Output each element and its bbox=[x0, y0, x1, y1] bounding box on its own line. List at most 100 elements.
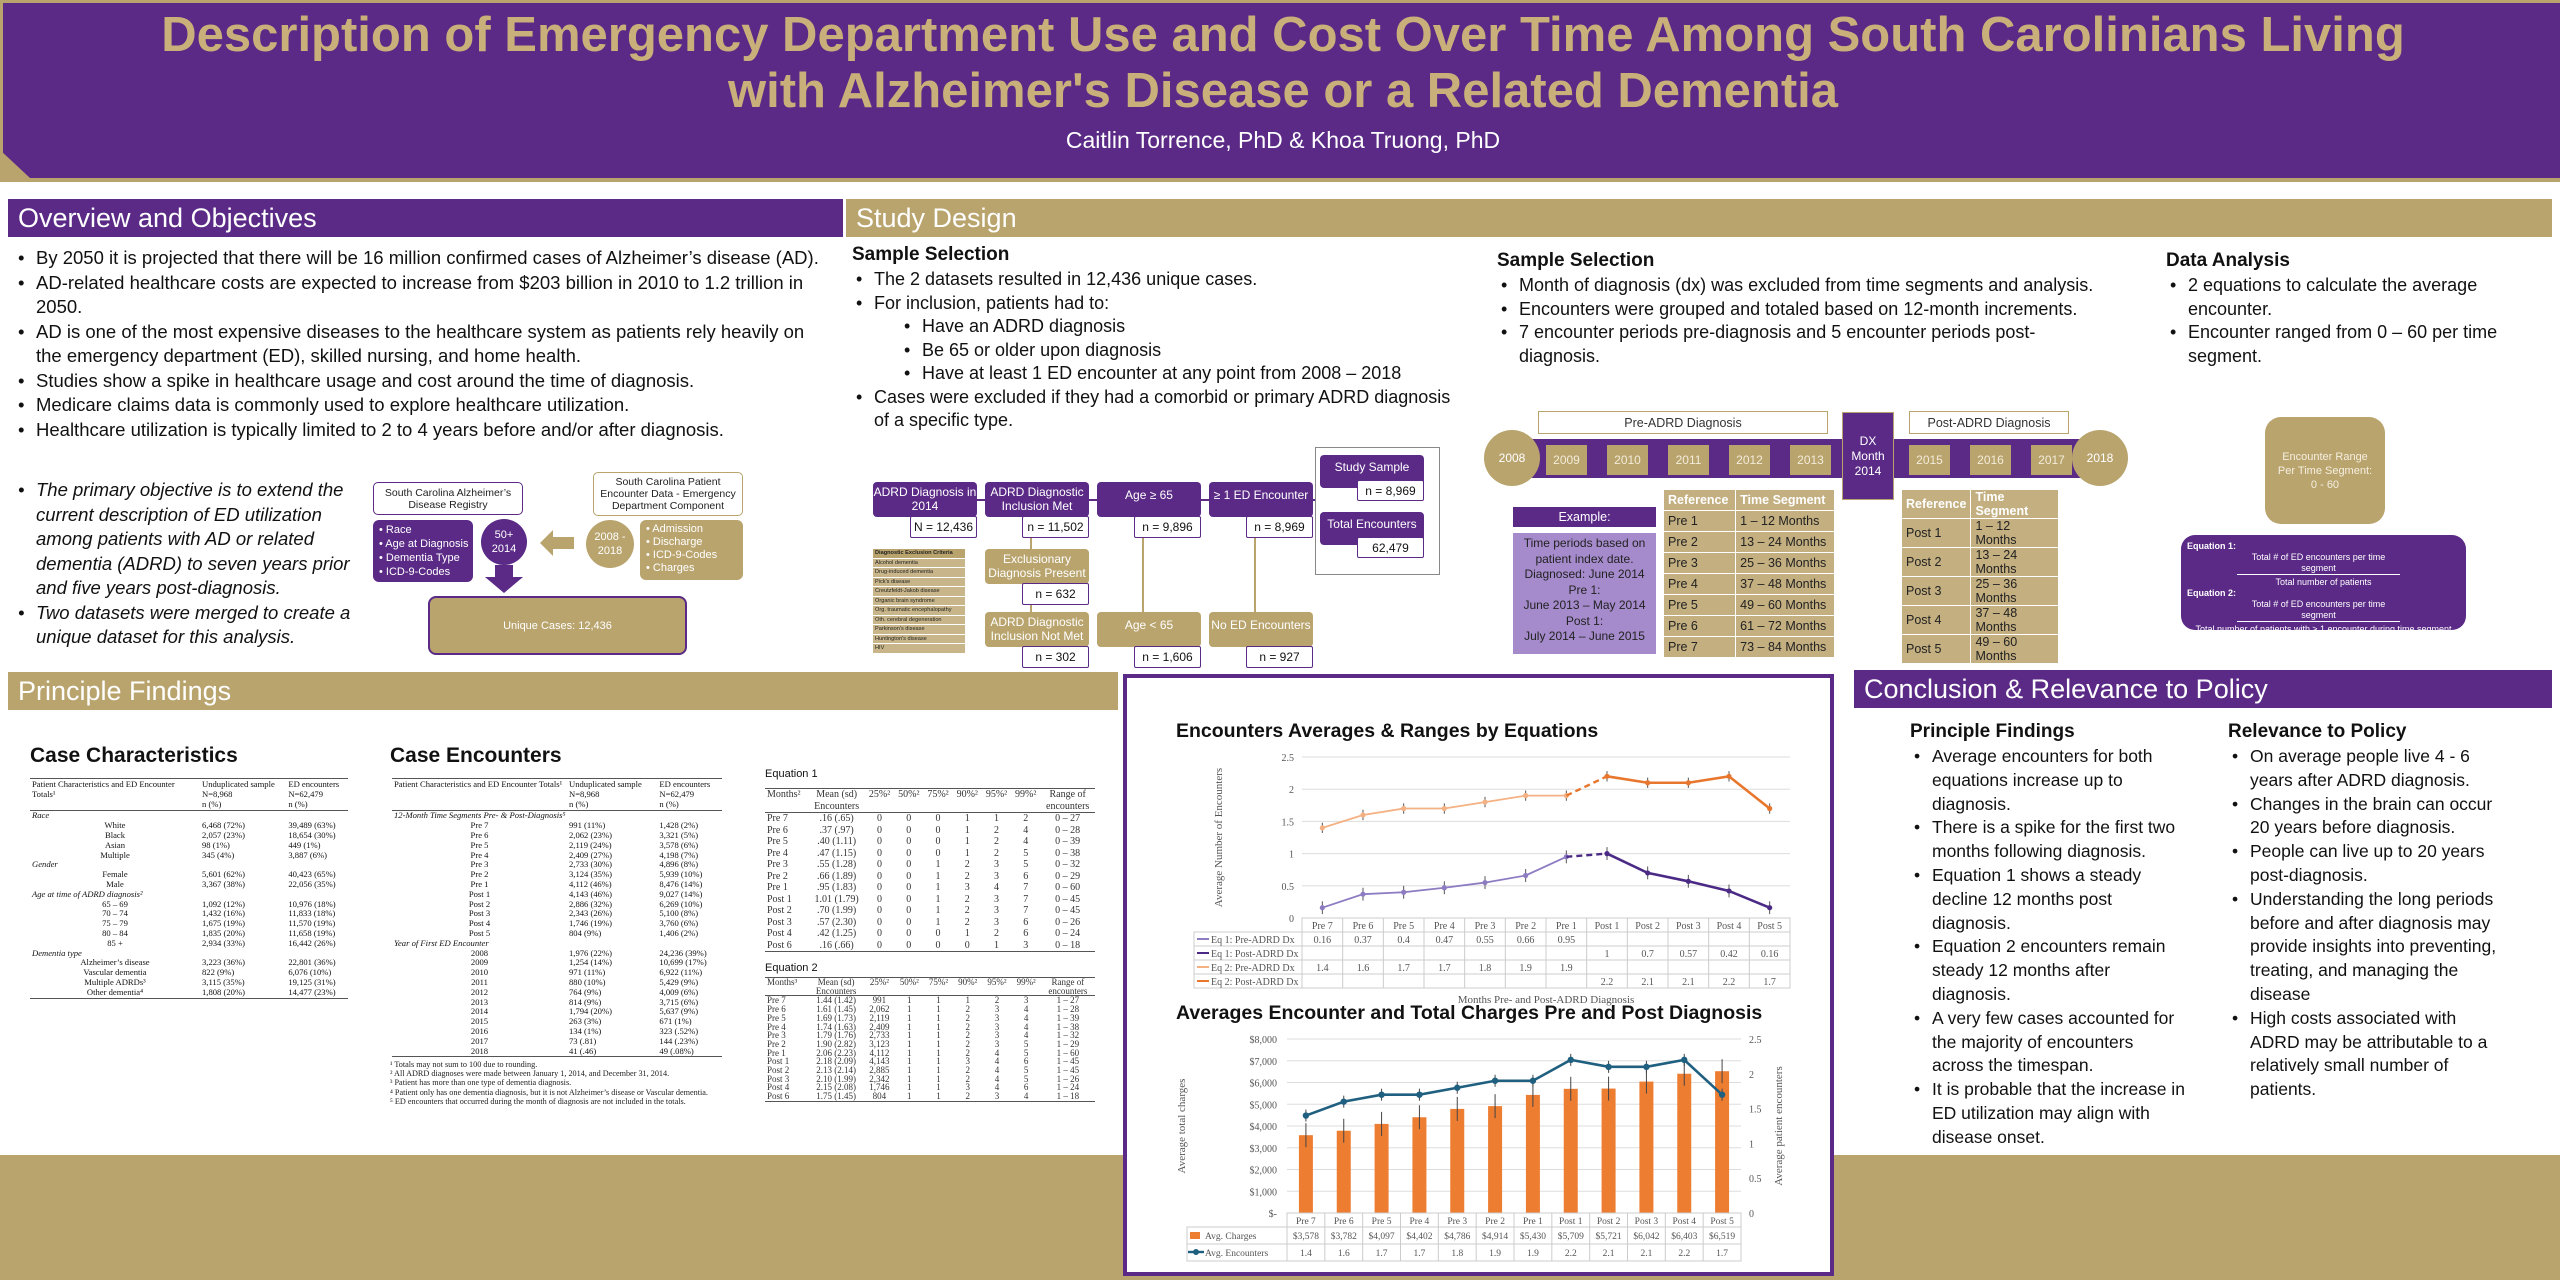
table-cell: 4 bbox=[1023, 1021, 1029, 1032]
table-cell: 1 bbox=[964, 813, 970, 824]
data-label: $3,578 bbox=[1293, 1231, 1319, 1242]
table-cell: .40 (1.11) bbox=[817, 836, 857, 847]
footnote: ⁵ ED encounters that occurred during the… bbox=[390, 1096, 686, 1106]
table-cell: 18,654 (30%) bbox=[288, 829, 336, 840]
y-axis-title: Average Number of Encounters bbox=[1213, 768, 1225, 907]
data-point bbox=[1767, 905, 1773, 911]
table-row: 2016 134 (1%) 323 (.52%) bbox=[392, 1026, 722, 1037]
overview-bullet: Healthcare utilization is typically limi… bbox=[14, 418, 824, 443]
table-row bbox=[1186, 1243, 1742, 1262]
segment-bullet: 7 encounter periods pre-diagnosis and 5 … bbox=[1497, 321, 2097, 368]
table-row: Pre 1 2.06 (2.23) 4,112 1 1 2 4 5 1 – 60 bbox=[765, 1047, 1095, 1058]
table-row: Post 2 2,886 (32%) 6,269 (10%) bbox=[392, 898, 722, 910]
table-cell: 5,100 (8%) bbox=[659, 908, 699, 919]
table-cell: 10,976 (18%) bbox=[288, 898, 336, 909]
table-row: Post 2 .70 (1.99) 0 0 1 2 3 7 0 – 45 bbox=[765, 905, 1095, 917]
table-cell: White bbox=[104, 820, 126, 831]
data-label: 1.7 bbox=[1397, 963, 1410, 974]
relevance-bullets: On average people live 4 - 6 years after… bbox=[2228, 745, 2503, 1102]
table-cell: 1,835 (20%) bbox=[202, 927, 245, 938]
x-tick-label: Pre 5 bbox=[1372, 1217, 1392, 1227]
table-row: 2012 764 (9%) 4,009 (6%) bbox=[392, 987, 722, 998]
table-row bbox=[1193, 973, 1791, 989]
table-cell: .42 (1.25) bbox=[817, 928, 857, 939]
data-label: 0.42 bbox=[1720, 949, 1738, 960]
x-tick-label: Pre 4 bbox=[1434, 921, 1455, 932]
policy-bullet: People can live up to 20 years post-diag… bbox=[2228, 840, 2503, 888]
table-cell: 0 bbox=[877, 859, 883, 870]
table-row: Pre 3 .55 (1.28) 0 0 1 2 3 5 0 – 32 bbox=[765, 859, 1095, 871]
table-cell: 3 bbox=[994, 1004, 1000, 1015]
inclusion-bullet: The 2 datasets resulted in 12,436 unique… bbox=[852, 268, 1452, 292]
table-cell: 5,601 (62%) bbox=[202, 869, 245, 880]
objective-bullet: The primary objective is to extend the c… bbox=[14, 478, 374, 601]
table-cell: Pre 7 bbox=[767, 995, 786, 1006]
data-point bbox=[1726, 773, 1732, 779]
bar bbox=[1412, 1117, 1427, 1213]
sub-bullet: Have an ADRD diagnosis bbox=[900, 315, 1452, 339]
pre-diagnosis-label: Pre-ADRD Diagnosis bbox=[1538, 411, 1828, 434]
table-cell: Pre 7 bbox=[1662, 636, 1737, 658]
table-cell: Pre 4 bbox=[767, 1021, 786, 1032]
table-cell: 2015 bbox=[470, 1016, 489, 1027]
table-cell: 7 bbox=[1023, 882, 1029, 893]
table-cell: Pre 6 bbox=[1662, 615, 1737, 637]
table-cell: 16,442 (26%) bbox=[288, 937, 336, 948]
table-row: Pre 7 73 – 84 Months bbox=[1662, 636, 1835, 658]
table-cell: 1.61 (1.45) bbox=[816, 1004, 856, 1015]
table-cell: 2 bbox=[965, 1038, 970, 1049]
data-label: 0.57 bbox=[1680, 949, 1698, 960]
sub-bullet: Have at least 1 ED encounter at any poin… bbox=[900, 362, 1452, 386]
column-header: 50%² bbox=[894, 977, 924, 997]
table-cell: 880 (10%) bbox=[569, 976, 606, 987]
section-header-overview: Overview and Objectives bbox=[8, 199, 843, 237]
table-cell: 6,269 (10%) bbox=[659, 898, 703, 909]
dashed-connector bbox=[1565, 775, 1608, 797]
table-cell: 2.10 (1.99) bbox=[816, 1073, 856, 1084]
y-tick-label: $7,000 bbox=[1250, 1057, 1278, 1068]
table-cell: 1 bbox=[964, 928, 970, 939]
table-cell: 2 bbox=[993, 847, 999, 859]
table-cell: Pre 1 bbox=[767, 1047, 786, 1058]
footnote: ³ Patient has more than one type of deme… bbox=[390, 1078, 572, 1088]
header-row: Reference Time Segment bbox=[1662, 489, 1835, 511]
inclusion-bullet-text: Cases were excluded if they had a comorb… bbox=[874, 386, 1451, 431]
table-cell: 2 bbox=[964, 893, 970, 905]
year-box: 2016 bbox=[1970, 445, 2011, 475]
table-cell: 1 – 18 bbox=[1056, 1091, 1080, 1102]
table-row: Post 3 .57 (2.30) 0 0 1 2 3 6 0 – 26 bbox=[765, 917, 1095, 929]
table-row: Multiple 345 (4%) 3,887 (6%) bbox=[30, 850, 348, 861]
group-label: Race bbox=[32, 810, 50, 821]
table-cell: 3 bbox=[994, 1021, 1000, 1032]
table-row: Pre 4 1.74 (1.63) 2,409 1 1 2 3 4 1 – 38 bbox=[765, 1021, 1095, 1032]
registry-years-circle: 50+ 2014 bbox=[481, 519, 527, 565]
exclusion-item: Org. traumatic encephalopathy bbox=[873, 606, 965, 616]
table-cell: 25 – 36 Months bbox=[1735, 552, 1835, 574]
table-cell: 0 bbox=[877, 836, 883, 847]
data-label: $3,782 bbox=[1331, 1231, 1357, 1242]
table-cell: 6 bbox=[1023, 928, 1029, 939]
year-box: 2009 bbox=[1546, 445, 1587, 475]
table-cell: 3 bbox=[1023, 995, 1029, 1006]
equations-box: Equation 1: Total # of ED encounters per… bbox=[2181, 535, 2466, 634]
data-point bbox=[1441, 805, 1447, 812]
equation-1-numerator: Total # of ED encounters per time segmen… bbox=[2237, 552, 2400, 575]
column-header: 25%² bbox=[864, 788, 895, 813]
footnote: ¹ Totals may not sum to 100 due to round… bbox=[390, 1060, 538, 1069]
table-cell: 1 bbox=[936, 1056, 941, 1067]
column-header: Unduplicated sample N=8,968 n (%) bbox=[200, 778, 287, 812]
equation-1-denominator: Total number of patients bbox=[2275, 577, 2372, 587]
table-cell: Post 3 bbox=[468, 908, 491, 919]
column-header: Range of encounters bbox=[1040, 977, 1095, 997]
table-cell: 2 bbox=[1023, 813, 1029, 824]
encounter-years-circle: 2008 - 2018 bbox=[586, 520, 634, 568]
y-tick-label: 1.5 bbox=[1282, 817, 1295, 828]
table-cell: 1 bbox=[964, 824, 970, 836]
y2-tick-label: 1 bbox=[1749, 1139, 1754, 1150]
table-cell: Pre 3 bbox=[1662, 552, 1737, 574]
encounter-fields: • Admission • Discharge • ICD-9-Codes • Cha… bbox=[640, 520, 743, 580]
table-cell: 0 – 18 bbox=[1055, 939, 1081, 951]
data-label: 1.9 bbox=[1560, 963, 1573, 974]
table-cell: 1 bbox=[936, 1030, 941, 1041]
table-cell: 6,076 (10%) bbox=[288, 967, 332, 978]
